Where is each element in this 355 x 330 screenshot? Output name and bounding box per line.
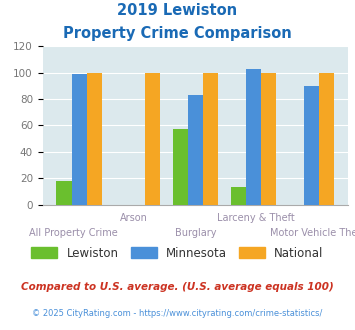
Text: Compared to U.S. average. (U.S. average equals 100): Compared to U.S. average. (U.S. average … (21, 282, 334, 292)
Bar (173, 129, 188, 205)
Bar (231, 187, 246, 205)
Text: Arson: Arson (120, 213, 148, 223)
Bar (304, 86, 319, 205)
Bar (72, 74, 87, 205)
Bar (319, 73, 334, 205)
Bar (56, 181, 72, 205)
Bar (87, 73, 102, 205)
Text: Larceny & Theft: Larceny & Theft (217, 213, 295, 223)
Text: © 2025 CityRating.com - https://www.cityrating.com/crime-statistics/: © 2025 CityRating.com - https://www.city… (32, 309, 323, 317)
Bar (203, 73, 218, 205)
Text: 2019 Lewiston: 2019 Lewiston (118, 3, 237, 18)
Bar (246, 69, 261, 205)
Legend: Lewiston, Minnesota, National: Lewiston, Minnesota, National (27, 242, 328, 264)
Bar (188, 95, 203, 205)
Bar (145, 73, 160, 205)
Text: Burglary: Burglary (175, 228, 216, 238)
Bar (261, 73, 276, 205)
Text: Motor Vehicle Theft: Motor Vehicle Theft (270, 228, 355, 238)
Text: All Property Crime: All Property Crime (29, 228, 118, 238)
Text: Property Crime Comparison: Property Crime Comparison (63, 26, 292, 41)
